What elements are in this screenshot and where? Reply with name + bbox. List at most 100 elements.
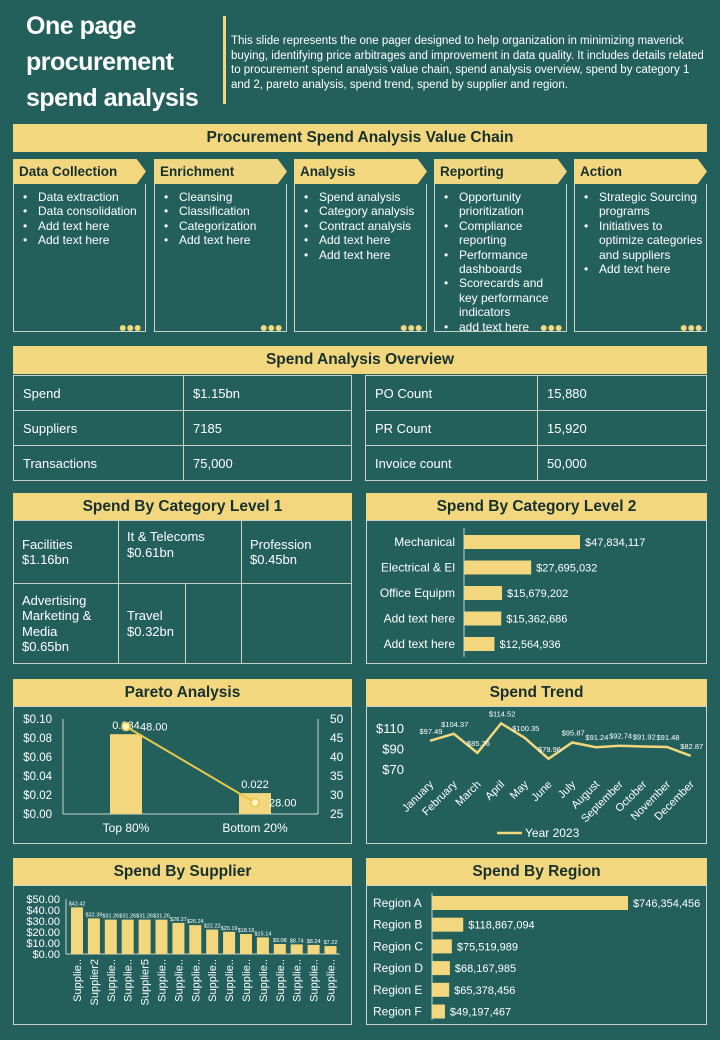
trend-y-tick: $70 bbox=[382, 762, 404, 777]
pareto-header: Pareto Analysis bbox=[13, 679, 352, 706]
pareto-line-point bbox=[121, 721, 131, 732]
region-category-label: Region A bbox=[373, 896, 422, 910]
category1-name: Facilities bbox=[22, 536, 73, 552]
category1-name: It & Telecoms bbox=[127, 529, 205, 544]
trend-value-label: $91.24 bbox=[585, 733, 608, 742]
pareto-y2-tick: 45 bbox=[330, 731, 344, 745]
stage-items: Spend analysisCategory analysisContract … bbox=[295, 184, 426, 262]
region-category-label: Region D bbox=[373, 961, 423, 975]
category2-category-label: Mechanical bbox=[394, 535, 455, 549]
category1-value: $0.65bn bbox=[22, 639, 69, 654]
supplier-x-tick: Supplie.. bbox=[258, 959, 270, 1002]
trend-x-tick: June bbox=[529, 779, 554, 804]
list-item: Data extraction bbox=[20, 190, 143, 205]
list-item: Classification bbox=[161, 204, 284, 219]
stage-reporting-label: Reporting bbox=[434, 159, 567, 184]
category1-value: $0.61bn bbox=[127, 544, 174, 560]
supplier-x-tick: Supplie.. bbox=[241, 959, 253, 1002]
region-header: Spend By Region bbox=[366, 858, 707, 885]
list-item: Data consolidation bbox=[20, 204, 143, 219]
pareto-y2-tick: 30 bbox=[330, 788, 344, 802]
overview-value: 15,880 bbox=[537, 375, 707, 411]
region-panel bbox=[366, 885, 707, 1025]
page-title: One page procurement spend analysis bbox=[26, 12, 199, 112]
trend-panel bbox=[366, 706, 707, 844]
pareto-y-tick: $0.02 bbox=[23, 790, 52, 802]
trend-value-label: $82.87 bbox=[680, 742, 703, 751]
trend-value-label: $91.92 bbox=[633, 733, 656, 742]
category1-cell: Profession $0.45bn bbox=[241, 520, 352, 584]
pareto-bar bbox=[110, 734, 142, 814]
region-bar bbox=[432, 1004, 445, 1019]
list-item: Add text here bbox=[20, 233, 143, 248]
stage-data-collection-box: Data extractionData consolidation Add tex… bbox=[13, 184, 146, 335]
list-item: Add text here bbox=[581, 262, 704, 277]
table-row: PO Count 15,880 bbox=[365, 375, 707, 411]
overview-header: Spend Analysis Overview bbox=[13, 346, 707, 374]
pareto-line-label: 28.00 bbox=[269, 798, 297, 810]
supplier-bar bbox=[240, 934, 252, 954]
stage-enrichment-label: Enrichment bbox=[154, 159, 287, 184]
trend-value-label: $91.48 bbox=[657, 733, 680, 742]
supplier-bar bbox=[256, 937, 269, 954]
trend-x-tick: May bbox=[508, 778, 532, 802]
pareto-y2-tick: 35 bbox=[330, 769, 344, 783]
supplier-x-tick: Supplier5 bbox=[140, 959, 152, 1005]
list-item: add text here bbox=[441, 320, 564, 335]
supplier-x-tick: Supplie.. bbox=[173, 959, 185, 1002]
list-item: Initiatives to optimize categories and s… bbox=[581, 219, 704, 262]
category2-category-label: Add text here bbox=[384, 637, 456, 651]
trend-y-tick: $110 bbox=[376, 721, 404, 736]
region-value-label: $65,378,456 bbox=[454, 985, 515, 997]
stage-action-box: Strategic Sourcing programsInitiatives t… bbox=[574, 184, 707, 335]
category2-value-label: $27,695,032 bbox=[536, 563, 597, 575]
region-category-label: Region E bbox=[373, 983, 422, 997]
trend-value-label: $92.74 bbox=[609, 732, 632, 741]
trend-y-tick: $90 bbox=[382, 742, 404, 757]
overview-label: PR Count bbox=[365, 410, 538, 446]
pareto-y-tick: $0.06 bbox=[23, 752, 52, 764]
supplier-x-tick: Supplie.. bbox=[190, 959, 202, 1002]
overview-value: 15,920 bbox=[537, 410, 707, 446]
region-bar bbox=[432, 939, 452, 954]
stage-data-collection-label: Data Collection bbox=[13, 159, 146, 184]
category1-cell-empty bbox=[241, 583, 352, 664]
category1-name: Advertising Marketing & Media bbox=[22, 592, 92, 639]
supplier-value-label: $15.14 bbox=[254, 931, 271, 937]
supplier-x-tick: Supplie.. bbox=[123, 959, 135, 1002]
supplier-value-label: $42.42 bbox=[69, 901, 86, 907]
region-value-label: $746,354,456 bbox=[633, 898, 700, 910]
pareto-category-label: Top 80% bbox=[103, 821, 150, 835]
category2-panel bbox=[366, 520, 707, 664]
list-item: Add text here bbox=[301, 233, 424, 248]
supplier-bar bbox=[71, 907, 83, 954]
category2-value-label: $47,834,117 bbox=[585, 537, 645, 549]
pareto-y2-tick: 25 bbox=[330, 807, 344, 821]
pareto-y-tick: $0.04 bbox=[23, 771, 52, 783]
stage-items: Opportunity prioritizationCompliance rep… bbox=[435, 184, 566, 334]
list-item: Cleansing bbox=[161, 190, 284, 205]
pareto-value-label: 0.022 bbox=[241, 779, 269, 791]
supplier-value-label: $7.22 bbox=[324, 940, 338, 946]
supplier-x-tick: Supplie.. bbox=[275, 959, 287, 1002]
supplier-bar bbox=[273, 944, 286, 954]
table-row: Advertising Marketing & Media $0.65bn Tra… bbox=[13, 583, 352, 664]
trend-x-tick: March bbox=[453, 779, 483, 809]
list-item: Spend analysis bbox=[301, 190, 424, 205]
category1-name: Travel bbox=[127, 608, 163, 623]
stage-analysis-label: Analysis bbox=[294, 159, 427, 184]
pareto-y-tick: $0.00 bbox=[23, 809, 52, 821]
list-item: Opportunity prioritization bbox=[441, 190, 564, 219]
category2-bar bbox=[464, 586, 503, 600]
trend-line bbox=[429, 721, 692, 761]
list-item: Categorization bbox=[161, 219, 284, 234]
supplier-value-label: $28.27 bbox=[170, 917, 187, 923]
list-item: Add text here bbox=[301, 248, 424, 263]
supplier-bar bbox=[290, 944, 303, 954]
supplier-bar bbox=[206, 929, 219, 954]
supplier-bar bbox=[104, 919, 117, 954]
category2-category-label: Add text here bbox=[384, 612, 456, 626]
supplier-header: Spend By Supplier bbox=[13, 858, 352, 885]
region-bar bbox=[432, 917, 464, 932]
region-bar bbox=[432, 961, 450, 976]
